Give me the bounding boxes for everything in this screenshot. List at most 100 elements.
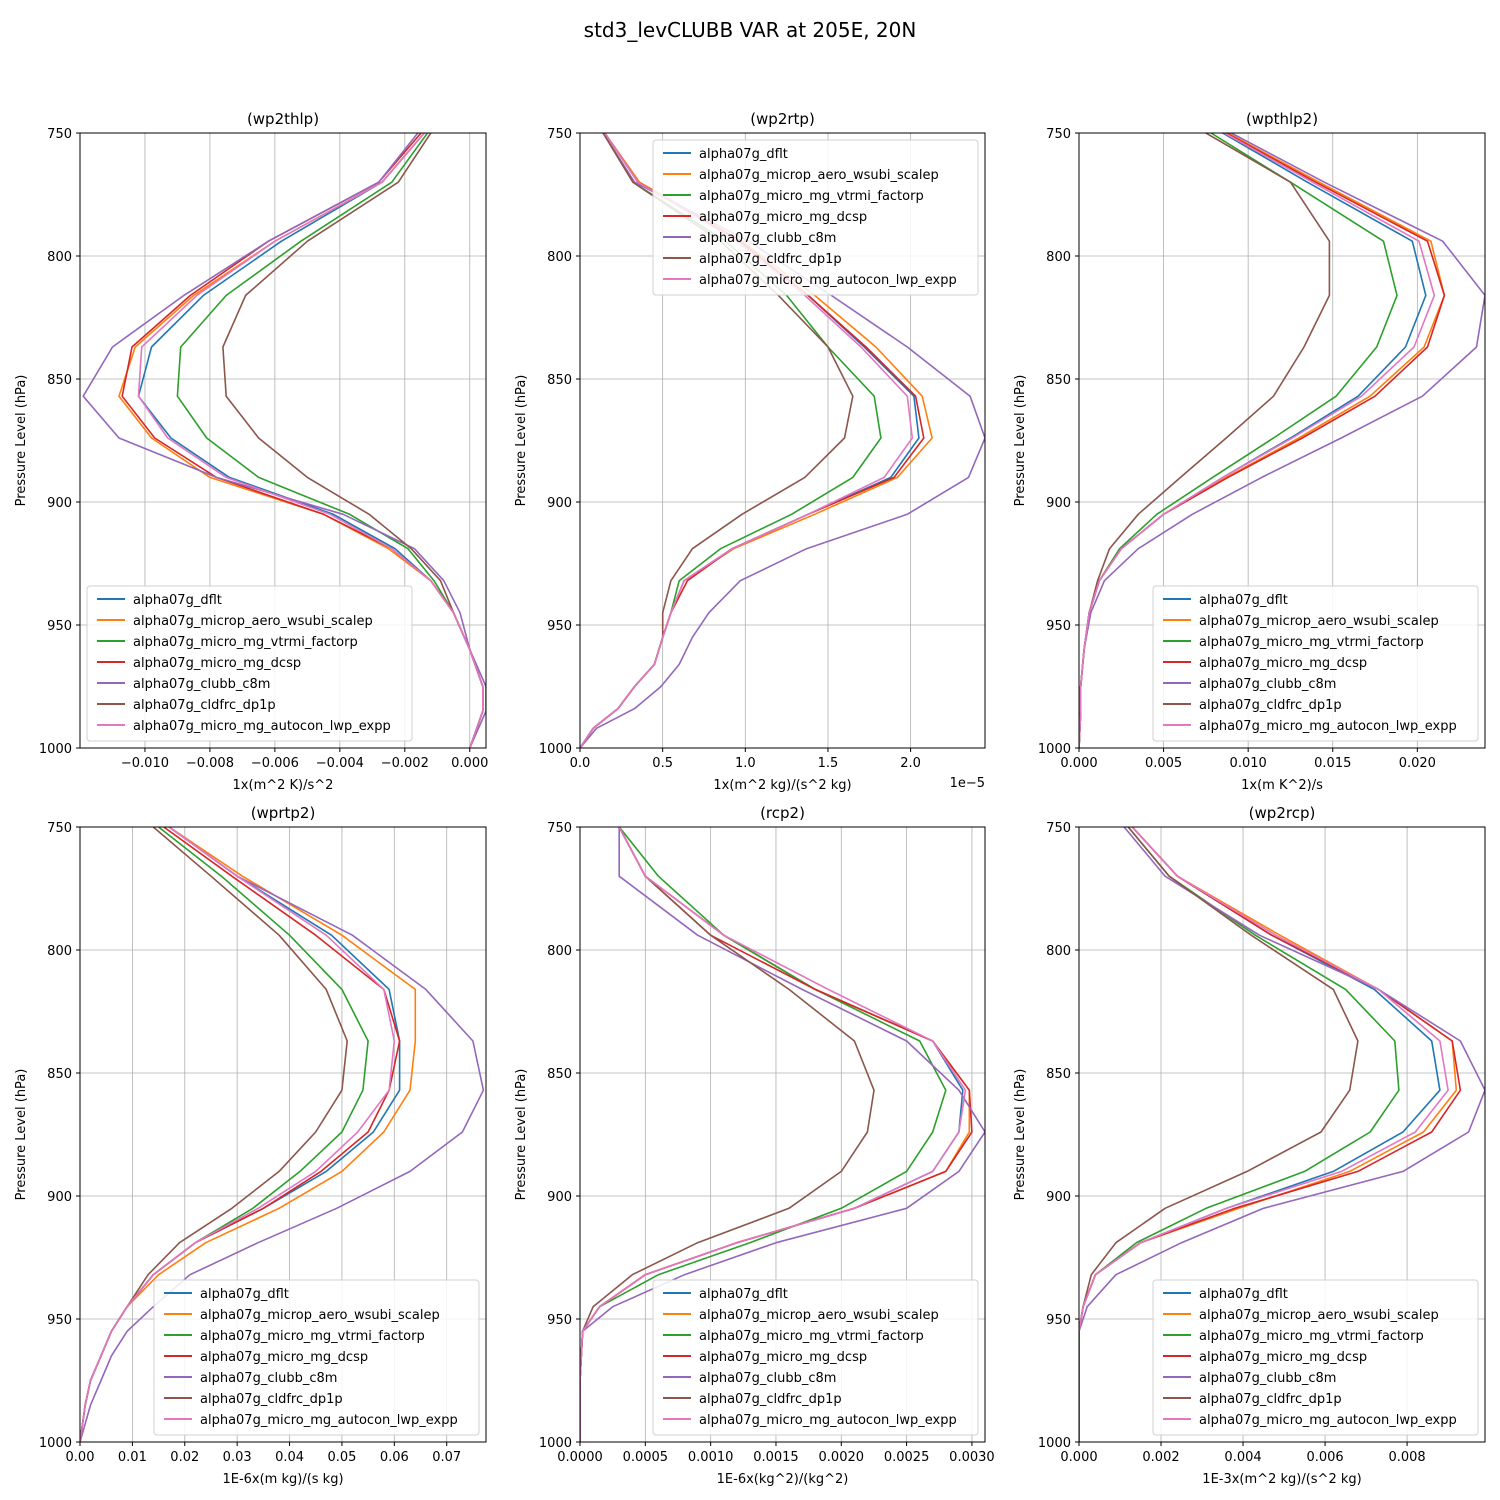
legend-item-label: alpha07g_microp_aero_wsubi_scalep (699, 168, 939, 183)
axes-frame (79, 132, 487, 749)
y-tick-label: 800 (1046, 250, 1071, 265)
y-tick-label: 950 (47, 1313, 72, 1328)
x-tick-label: 0.02 (170, 1450, 199, 1465)
legend-item-label: alpha07g_micro_mg_vtrmi_factorp (1199, 1329, 1424, 1344)
series-line-alpha07g_micro_mg_autocon_lwp_expp (1079, 133, 1436, 748)
legend: alpha07g_dflt alpha07g_microp_aero_wsubi_… (1152, 1279, 1479, 1436)
y-tick-label: 950 (47, 619, 72, 634)
y-tick-label: 750 (1046, 821, 1071, 836)
series-line-alpha07g_micro_mg_autocon_lwp_expp (580, 827, 967, 1442)
legend-item-label: alpha07g_microp_aero_wsubi_scalep (699, 1308, 939, 1323)
axes-frame (579, 132, 986, 749)
legend-item-label: alpha07g_micro_mg_autocon_lwp_expp (133, 719, 391, 734)
y-tick-label: 750 (47, 821, 72, 836)
legend-item-label: alpha07g_cldfrc_dp1p (133, 698, 276, 713)
x-tick-label: 1.0 (735, 756, 756, 771)
legend-item-label: alpha07g_cldfrc_dp1p (699, 1392, 842, 1407)
y-tick-label: 800 (47, 944, 72, 959)
y-tick-label: 1000 (1038, 1436, 1071, 1451)
y-tick-label: 750 (1046, 127, 1071, 142)
y-tick-label: 1000 (39, 1436, 72, 1451)
axes-frame (579, 826, 986, 1443)
legend-item-label: alpha07g_micro_mg_autocon_lwp_expp (699, 1413, 957, 1428)
legend-item-label: alpha07g_clubb_c8m (699, 1371, 836, 1386)
x-tick-label: 0.0010 (688, 1450, 734, 1465)
x-tick-label: 0.000 (1060, 756, 1097, 771)
series-group (82, 133, 486, 748)
y-tick-label: 850 (47, 1067, 72, 1082)
series-line-alpha07g_clubb_c8m (1079, 827, 1485, 1442)
y-tick-label: 900 (547, 496, 572, 511)
x-tick-label: 0.06 (380, 1450, 409, 1465)
legend-item-label: alpha07g_dflt (699, 1287, 788, 1302)
x-tick-label: 0.0030 (949, 1450, 995, 1465)
x-tick-label: −0.010 (121, 756, 169, 771)
y-tick-label: 850 (1046, 373, 1071, 388)
figure-title: std3_levCLUBB VAR at 205E, 20N (584, 18, 917, 42)
x-tick-label: 0.05 (327, 1450, 356, 1465)
x-axis-label: 1x(m^2 kg)/(s^2 kg) (713, 778, 851, 793)
x-offset-text: 1e−5 (950, 776, 985, 791)
y-tick-label: 850 (47, 373, 72, 388)
legend-box (652, 1279, 979, 1436)
y-tick-label: 950 (1046, 619, 1071, 634)
x-tick-label: 0.5 (652, 756, 673, 771)
legend-item-label: alpha07g_micro_mg_vtrmi_factorp (200, 1329, 425, 1344)
legend-item-label: alpha07g_micro_mg_dcsp (699, 210, 867, 225)
x-tick-label: 0.000 (451, 756, 488, 771)
panels: −0.010 −0.008 −0.006 −0.004 −0.002 0.000 750 80… (14, 110, 1486, 1487)
x-tick-label: 0.0005 (623, 1450, 669, 1465)
legend-item-label: alpha07g_dflt (133, 593, 222, 608)
series-group (1079, 133, 1485, 748)
series-line-alpha07g_micro_mg_autocon_lwp_expp (80, 827, 396, 1442)
legend-item-label: alpha07g_dflt (699, 147, 788, 162)
y-tick-label: 750 (47, 127, 72, 142)
x-axis-label: 1E-6x(kg^2)/(kg^2) (717, 1472, 849, 1487)
chart-panel-5: 0.0000 0.0005 0.0010 0.0015 0.0020 0.0025 0.00… (514, 804, 995, 1487)
y-axis-label: Pressure Level (hPa) (14, 375, 29, 507)
series-group (580, 827, 985, 1442)
x-tick-label: 0.0 (570, 756, 591, 771)
x-tick-label: 0.010 (1230, 756, 1267, 771)
x-tick-label: −0.004 (316, 756, 364, 771)
y-tick-label: 950 (547, 619, 572, 634)
series-line-alpha07g_micro_mg_autocon_lwp_expp (137, 133, 484, 748)
x-tick-label: 2.0 (900, 756, 921, 771)
axes-frame (1078, 826, 1486, 1443)
legend-item-label: alpha07g_micro_mg_autocon_lwp_expp (1199, 719, 1457, 734)
x-axis-label: 1E-3x(m^2 kg)/(s^2 kg) (1202, 1472, 1361, 1487)
legend-item-label: alpha07g_cldfrc_dp1p (1199, 1392, 1342, 1407)
legend-box (153, 1279, 480, 1436)
chart-title: (rcp2) (760, 804, 805, 822)
y-tick-label: 850 (547, 1067, 572, 1082)
legend-item-label: alpha07g_micro_mg_dcsp (699, 1350, 867, 1365)
series-line-alpha07g_clubb_c8m (580, 827, 985, 1442)
legend-item-label: alpha07g_dflt (200, 1287, 289, 1302)
y-tick-label: 900 (547, 1190, 572, 1205)
y-tick-label: 750 (547, 821, 572, 836)
legend-item-label: alpha07g_cldfrc_dp1p (699, 252, 842, 267)
y-tick-label: 1000 (539, 1436, 572, 1451)
y-tick-label: 850 (1046, 1067, 1071, 1082)
legend-item-label: alpha07g_micro_mg_vtrmi_factorp (1199, 635, 1424, 650)
x-axis-label: 1E-6x(m kg)/(s kg) (222, 1472, 343, 1487)
axes-frame (79, 826, 487, 1443)
legend-item-label: alpha07g_cldfrc_dp1p (1199, 698, 1342, 713)
y-tick-label: 800 (47, 250, 72, 265)
y-axis-label: Pressure Level (hPa) (1013, 1069, 1028, 1201)
chart-panel-4: 0.00 0.01 0.02 0.03 0.04 0.05 0.06 0.07 750 800 85… (14, 804, 487, 1487)
x-tick-label: 0.01 (118, 1450, 147, 1465)
series-line-alpha07g_clubb_c8m (80, 827, 485, 1442)
y-axis-label: Pressure Level (hPa) (14, 1069, 29, 1201)
series-group (1079, 827, 1485, 1442)
series-group (80, 827, 485, 1442)
legend-item-label: alpha07g_clubb_c8m (200, 1371, 337, 1386)
series-line-alpha07g_micro_mg_autocon_lwp_expp (1079, 827, 1449, 1442)
legend-item-label: alpha07g_microp_aero_wsubi_scalep (1199, 1308, 1439, 1323)
x-tick-label: 0.020 (1399, 756, 1436, 771)
legend: alpha07g_dflt alpha07g_microp_aero_wsubi_… (153, 1279, 480, 1436)
legend-item-label: alpha07g_micro_mg_dcsp (200, 1350, 368, 1365)
x-tick-label: 0.0000 (557, 1450, 603, 1465)
x-tick-label: 0.002 (1142, 1450, 1179, 1465)
